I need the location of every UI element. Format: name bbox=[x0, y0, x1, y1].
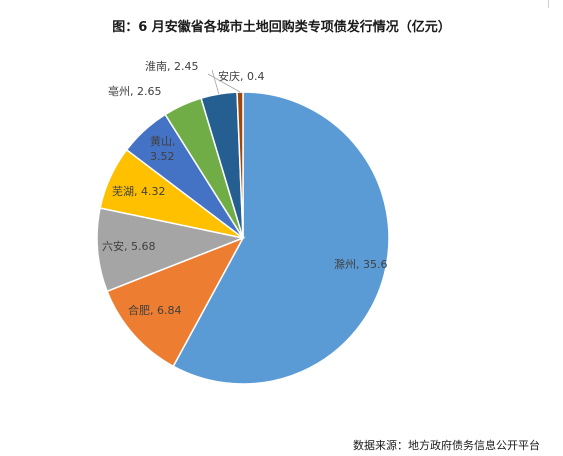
source-note: 数据来源：地方政府债务信息公开平台 bbox=[353, 439, 540, 452]
leader-line-6 bbox=[211, 69, 220, 95]
slice-label-7: 安庆, 0.4 bbox=[218, 69, 265, 83]
chart-title: 图：6 月安徽省各城市土地回购类专项债发行情况（亿元） bbox=[112, 20, 451, 35]
pie-slice-1 bbox=[106, 236, 245, 368]
slice-label-2: 六安, 5.68 bbox=[102, 239, 156, 253]
slice-label-4: 黄山, bbox=[150, 134, 176, 148]
slice-label-6: 淮南, 2.45 bbox=[145, 60, 199, 73]
frame-edge bbox=[548, 0, 549, 8]
slice-label-0: 滁州, 35.6 bbox=[334, 257, 388, 271]
pie-labels: 滁州, 35.6 合肥, 6.84 六安, 5.68 芜湖, 4.32 黄山, 3.52 亳… bbox=[102, 60, 388, 317]
leader-line-7 bbox=[207, 73, 241, 93]
slice-value-4: 3.52 bbox=[150, 150, 175, 163]
slice-label-1: 合肥, 6.84 bbox=[128, 303, 182, 317]
pie-slice-2 bbox=[96, 207, 246, 293]
slice-label-3: 芜湖, 4.32 bbox=[112, 184, 166, 198]
slice-label-5: 亳州, 2.65 bbox=[108, 84, 162, 98]
pie-slice-0 bbox=[172, 91, 390, 385]
pie-slices bbox=[96, 91, 390, 385]
